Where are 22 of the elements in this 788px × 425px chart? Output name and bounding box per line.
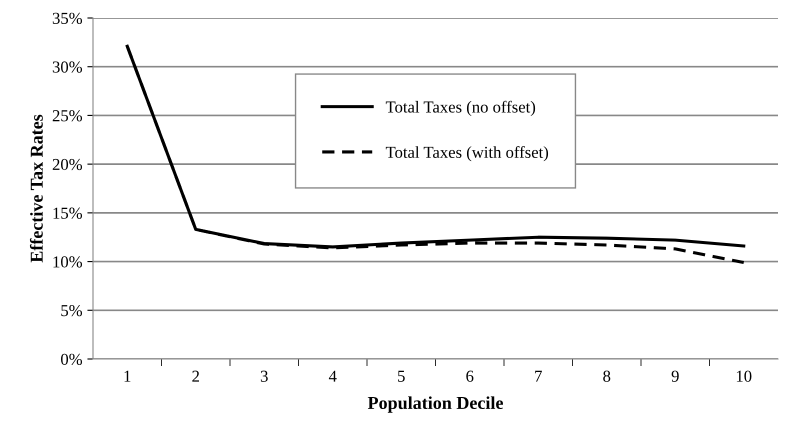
x-tick-label: 7	[535, 370, 542, 382]
x-tick-label: 5	[398, 370, 405, 382]
x-tick-label: 10	[736, 370, 752, 382]
x-tick-label: 8	[603, 370, 610, 382]
y-tick-label: 5%	[61, 304, 82, 316]
y-tick-label: 0%	[61, 354, 82, 365]
x-tick-label: 9	[672, 370, 679, 382]
y-tick-label: 10%	[54, 256, 82, 268]
y-axis-title: Effective Tax Rates	[30, 114, 43, 262]
legend-label: Total Taxes (with offset)	[386, 146, 548, 162]
x-tick-label: 3	[260, 370, 268, 382]
y-tick-label: 25%	[52, 110, 82, 122]
y-tick-label: 20%	[52, 158, 82, 170]
y-tick-label: 35%	[52, 12, 82, 24]
x-tick-label: 4	[328, 370, 337, 382]
y-tick-label: 15%	[54, 208, 82, 219]
x-axis-title: Population Decile	[368, 396, 503, 413]
x-tick-label: 1	[124, 370, 130, 382]
legend-label: Total Taxes (no offset)	[386, 100, 536, 116]
x-tick-label: 2	[192, 370, 199, 382]
y-tick-label: 30%	[52, 61, 82, 73]
x-tick-label: 6	[466, 370, 474, 382]
